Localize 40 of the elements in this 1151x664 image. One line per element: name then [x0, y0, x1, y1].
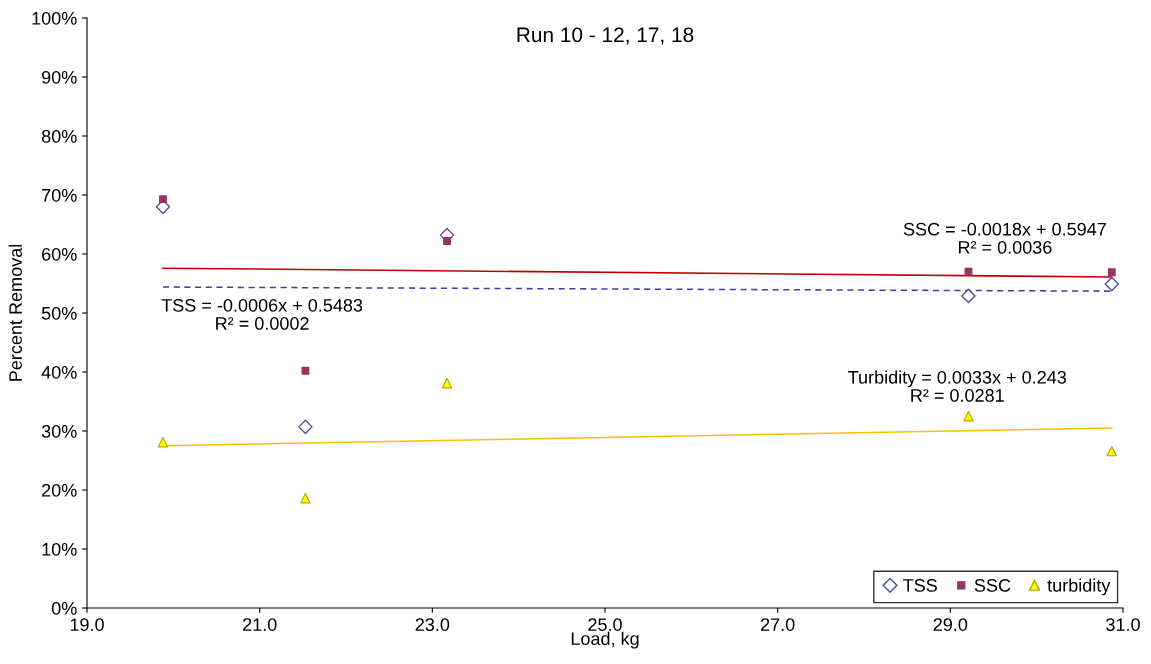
point [1107, 268, 1116, 277]
x-axis-title: Load, kg [571, 631, 639, 649]
x-tick-label: 29.0 [933, 618, 968, 631]
y-tick-label: 40% [41, 365, 77, 379]
x-tick-label: 31.0 [1106, 618, 1140, 631]
y-tick-label: 10% [42, 542, 77, 556]
point [157, 436, 169, 448]
point [963, 411, 974, 422]
point [301, 366, 310, 375]
legend-label: SSC [974, 579, 1011, 592]
y-tick-label: 90% [41, 70, 77, 84]
point [1104, 276, 1120, 292]
chart-title: Run 10 - 12, 17, 18 [517, 27, 694, 45]
x-tick-label: 27.0 [761, 618, 795, 631]
annotation: TSS = -0.0006x + 0.5483 R² = 0.0002 [161, 298, 363, 330]
x-tick-label: 21.0 [243, 618, 277, 631]
point [1106, 445, 1117, 457]
point [964, 267, 973, 276]
y-tick-label: 60% [42, 247, 77, 261]
point [298, 419, 313, 435]
legend-label: turbidity [1047, 578, 1111, 596]
point [159, 195, 167, 204]
y-axis-title: Percent Removal [8, 244, 22, 381]
y-tick-label: 80% [41, 129, 77, 143]
y-tick-label: 30% [41, 424, 77, 438]
x-tick-label: 23.0 [415, 618, 450, 631]
x-tick-label: 19.0 [70, 618, 104, 631]
y-tick-label: 0% [51, 601, 77, 615]
point [300, 493, 311, 504]
point [961, 288, 976, 304]
point [443, 237, 451, 245]
x-tick-label: 25.0 [588, 618, 622, 631]
point [441, 377, 453, 389]
legend-label: TSS [903, 579, 937, 592]
y-tick-label: 20% [42, 483, 77, 497]
y-tick-label: 100% [32, 11, 77, 25]
y-tick-label: 50% [41, 306, 77, 320]
annotation: SSC = -0.0018x + 0.5947 R² = 0.0036 [903, 222, 1106, 254]
y-tick-label: 70% [42, 188, 77, 202]
annotation: Turbidity = 0.0033x + 0.243 R² = 0.0281 [848, 370, 1067, 402]
